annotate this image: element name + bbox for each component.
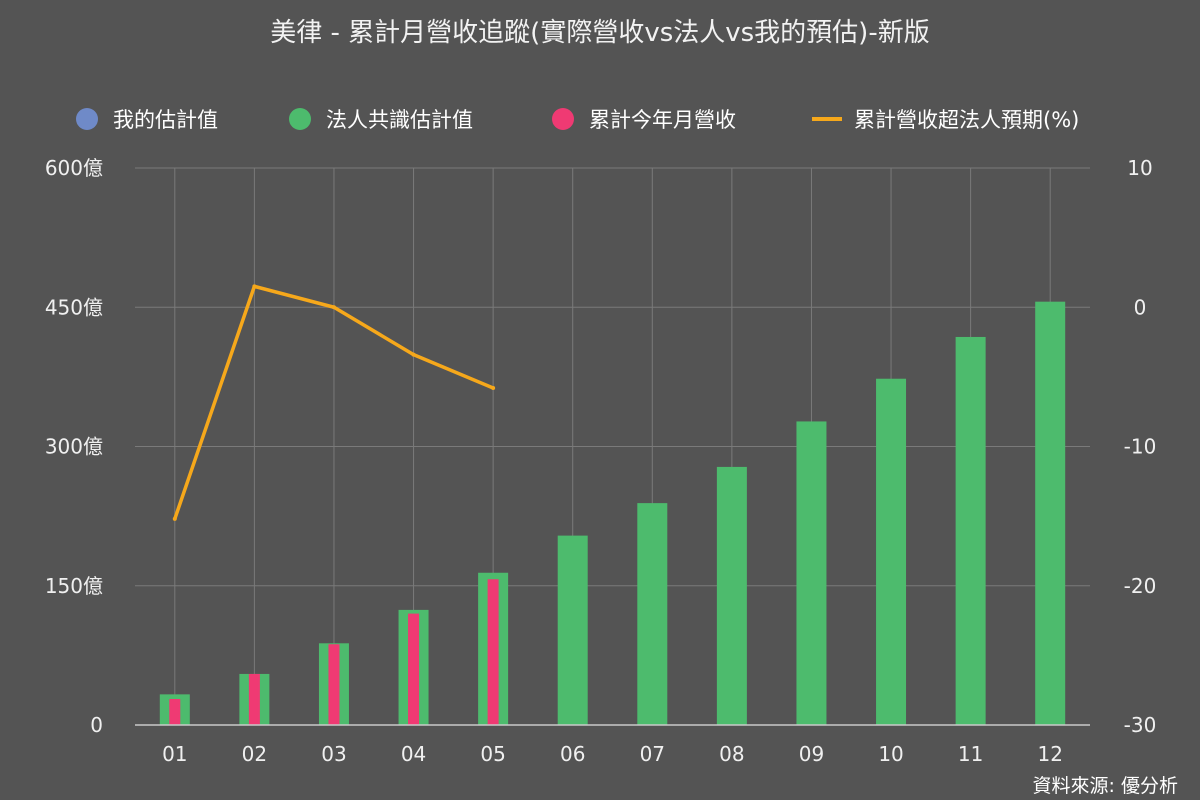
y-left-tick-label: 450億: [45, 295, 103, 319]
bar-cumulative: [487, 579, 499, 725]
legend-item-cumulative[interactable]: 累計今年月營收: [552, 104, 736, 134]
legend-label-consensus: 法人共識估計值: [326, 108, 473, 132]
y-right-tick-label: 0: [1134, 295, 1147, 319]
bar-consensus: [716, 466, 747, 725]
x-tick-label: 02: [242, 742, 267, 766]
source-note: 資料來源: 優分析: [1032, 775, 1178, 797]
chart-title: 美律 - 累計月營收追蹤(實際營收vs法人vs我的預估)-新版: [270, 18, 930, 48]
bar-consensus: [796, 421, 827, 725]
legend-swatch-cumulative: [552, 108, 574, 130]
x-tick-label: 08: [719, 742, 744, 766]
bar-cumulative: [169, 699, 181, 725]
legend-swatch-my-estimate: [76, 108, 98, 130]
x-tick-label: 03: [321, 742, 346, 766]
y-right-tick-label: 10: [1127, 156, 1152, 180]
bar-consensus: [876, 378, 907, 725]
bar-consensus: [637, 503, 668, 725]
bar-cumulative: [408, 613, 420, 725]
chart-legend: 我的估計值 法人共識估計值 累計今年月營收 累計營收超法人預期(%): [0, 104, 1200, 136]
bar-consensus: [557, 535, 588, 725]
bar-consensus: [955, 336, 986, 725]
x-tick-label: 12: [1037, 742, 1062, 766]
bar-consensus: [1035, 301, 1066, 725]
y-left-tick-label: 150億: [45, 574, 103, 598]
x-tick-label: 07: [640, 742, 665, 766]
x-tick-label: 09: [799, 742, 824, 766]
y-left-tick-label: 300億: [45, 435, 103, 459]
legend-label-beat-line: 累計營收超法人預期(%): [854, 108, 1080, 132]
x-tick-label: 01: [162, 742, 187, 766]
legend-item-my-estimate[interactable]: 我的估計值: [76, 104, 218, 134]
legend-swatch-beat-line: [812, 117, 842, 121]
x-tick-label: 05: [480, 742, 505, 766]
bar-cumulative: [248, 673, 260, 725]
x-tick-label: 11: [958, 742, 983, 766]
y-right-tick-label: -30: [1124, 713, 1157, 737]
line-point-beat-expectation: [491, 386, 496, 391]
bar-cumulative: [328, 644, 340, 725]
y-left-tick-label: 600億: [45, 156, 103, 180]
x-tick-label: 04: [401, 742, 426, 766]
line-point-beat-expectation: [331, 305, 336, 310]
legend-item-beat-line[interactable]: 累計營收超法人預期(%): [812, 104, 1079, 134]
line-point-beat-expectation: [252, 284, 257, 289]
y-left-tick-label: 0: [90, 713, 103, 737]
y-right-tick-label: -20: [1124, 574, 1157, 598]
line-point-beat-expectation: [411, 352, 416, 357]
y-right-tick-label: -10: [1124, 435, 1157, 459]
line-point-beat-expectation: [172, 516, 177, 521]
x-tick-label: 06: [560, 742, 585, 766]
legend-label-cumulative: 累計今年月營收: [589, 108, 736, 132]
x-tick-label: 10: [878, 742, 903, 766]
legend-item-consensus[interactable]: 法人共識估計值: [289, 104, 473, 134]
legend-swatch-consensus: [289, 108, 311, 130]
legend-label-my-estimate: 我的估計值: [113, 108, 218, 132]
